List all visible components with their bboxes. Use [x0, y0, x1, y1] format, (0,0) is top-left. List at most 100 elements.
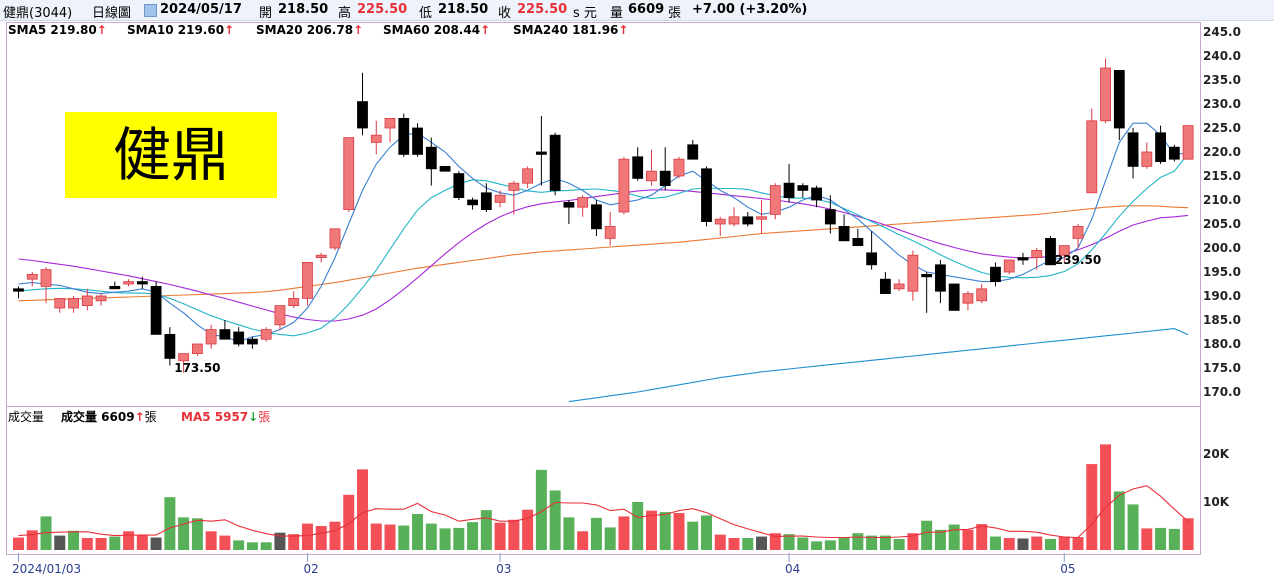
candle-body — [714, 218, 726, 225]
candle-body — [370, 134, 382, 143]
volume-bar — [1100, 444, 1112, 550]
volume-bar — [1182, 518, 1194, 550]
open-value: 218.50 — [278, 2, 329, 17]
candle-body — [1003, 259, 1015, 273]
volume-bar — [453, 527, 465, 550]
calendar-icon[interactable] — [144, 4, 157, 17]
price-axis-tick-label: 210.0 — [1203, 193, 1241, 207]
sma20-legend: SMA20 206.78↑ — [256, 23, 363, 37]
candle-body — [329, 228, 341, 249]
volume-bar — [1072, 537, 1084, 550]
candle-body — [673, 158, 685, 177]
price-axis-tick-label: 225.0 — [1203, 121, 1241, 135]
volume-bar — [714, 534, 726, 550]
price-axis-tick-label: 205.0 — [1203, 217, 1241, 231]
volume-bar — [301, 523, 313, 550]
volume-bar — [934, 529, 946, 550]
candle-body — [191, 343, 203, 355]
volume-bar — [1086, 464, 1098, 550]
x-axis-date-label: 03 — [496, 562, 511, 576]
quote-date: 2024/05/17 — [160, 2, 242, 17]
volume-bar — [246, 542, 258, 550]
volume-bar — [549, 490, 561, 550]
up-arrow-icon: ↑ — [134, 410, 145, 424]
close-label: 收 — [498, 6, 512, 21]
candle-body — [68, 297, 79, 309]
volume-bar — [783, 534, 795, 550]
volume-bar — [164, 497, 176, 550]
sma60-line — [18, 205, 1189, 302]
price-axis-tick-label: 180.0 — [1203, 337, 1241, 351]
candle-body — [783, 182, 795, 198]
price-axis-tick-label: 170.0 — [1203, 385, 1241, 399]
x-axis-date-label: 2024/01/03 — [12, 562, 81, 576]
volume-bar — [150, 537, 162, 550]
price-change: +7.00 (+3.20%) — [692, 2, 808, 17]
volume-bar — [81, 538, 93, 550]
volume-bar — [976, 524, 988, 550]
volume-bar — [95, 538, 107, 550]
volume-bar — [577, 531, 589, 550]
volume-bar — [439, 528, 451, 550]
candle-body — [123, 281, 134, 285]
volume-axis-tick-label: 10K — [1203, 495, 1230, 509]
down-arrow-icon: ↓ — [248, 410, 259, 424]
candle-body — [384, 118, 396, 129]
up-arrow-icon: ↑ — [480, 23, 491, 37]
candle-body — [935, 264, 946, 292]
volume-bar — [370, 523, 382, 550]
volume-bar — [604, 527, 616, 550]
volume-bar — [274, 532, 286, 550]
volume-bar — [178, 517, 190, 550]
volume-bar — [838, 537, 850, 550]
volume-bar — [384, 524, 396, 550]
candle-body — [494, 194, 506, 203]
volume-bar — [590, 517, 602, 550]
candle-body — [357, 101, 368, 129]
candle-body — [962, 293, 974, 304]
price-axis-tick-label: 230.0 — [1203, 97, 1241, 111]
volume-bar — [769, 533, 781, 550]
low-value: 218.50 — [438, 2, 489, 17]
candle-body — [742, 216, 754, 225]
candle-body — [164, 333, 176, 359]
candle-body — [453, 173, 465, 199]
sma10-label: SMA10 219.60 — [127, 23, 225, 37]
volume-bar — [673, 513, 685, 550]
volume-ma5-text: MA5 5957 — [181, 410, 249, 424]
candle-body — [439, 165, 451, 172]
price-axis-tick-label: 235.0 — [1203, 73, 1241, 87]
volume-bar — [68, 530, 80, 550]
sma10-line — [18, 153, 1189, 337]
candle-body — [1017, 257, 1029, 261]
x-axis-date-label: 04 — [785, 562, 800, 576]
low-label: 低 — [419, 6, 433, 21]
volume-bar — [563, 517, 575, 550]
up-arrow-icon: ↑ — [96, 23, 107, 37]
volume-value: 6609 — [628, 2, 665, 17]
candle-body — [233, 331, 245, 345]
volume-bar — [260, 542, 272, 550]
volume-bar — [288, 534, 300, 550]
volume-bar — [522, 509, 534, 550]
volume-bar — [508, 519, 520, 550]
candle-body — [1141, 151, 1153, 167]
price-axis-tick-label: 240.0 — [1203, 49, 1241, 63]
candle-body — [1086, 120, 1098, 194]
price-axis-tick-label: 220.0 — [1203, 145, 1241, 159]
volume-bar — [1168, 528, 1180, 550]
candle-body — [1113, 70, 1125, 129]
volume-bar — [1155, 527, 1167, 550]
candle-body — [150, 285, 162, 335]
candle-body — [549, 134, 561, 191]
volume-bar — [879, 535, 891, 550]
candle-body — [1168, 146, 1180, 160]
candle-body — [838, 225, 850, 242]
candle-body — [990, 266, 1001, 283]
volume-bar — [357, 469, 368, 550]
candle-body — [302, 261, 313, 299]
candle-body — [577, 197, 589, 208]
volume-bar — [687, 521, 699, 550]
price-unit: s 元 — [573, 6, 597, 21]
candle-body — [343, 137, 355, 211]
